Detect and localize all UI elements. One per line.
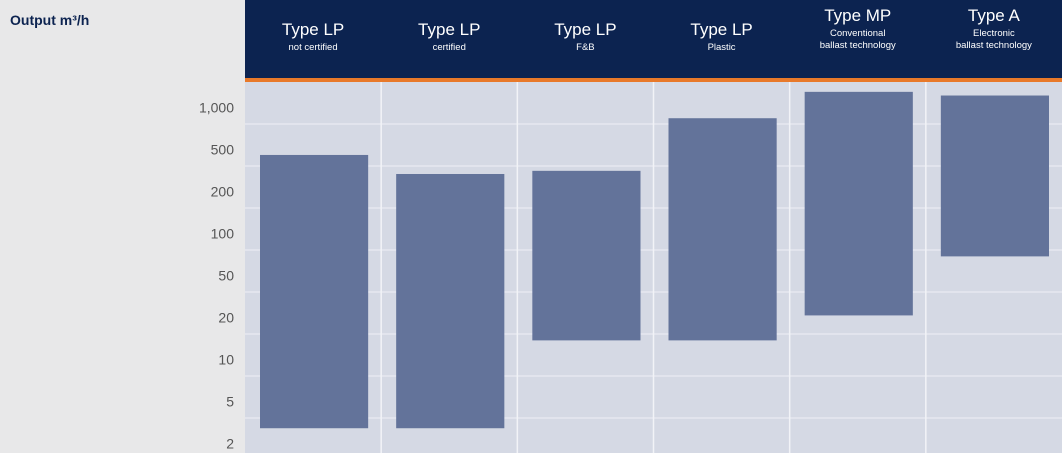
column-subtitle-line: certified: [432, 42, 466, 53]
column-title: Type A: [967, 6, 1020, 25]
column-subtitle-line: F&B: [576, 42, 595, 53]
y-tick-label: 5: [226, 394, 234, 410]
column-header: Type LP certified: [381, 0, 517, 78]
column-subtitle: certified: [381, 42, 517, 54]
column-title: Type LP: [554, 20, 617, 39]
y-tick-label: 1,000: [199, 100, 234, 116]
column-subtitle: Conventional ballast technology: [790, 28, 926, 52]
range-bar: [532, 170, 641, 341]
range-bar: [940, 95, 1049, 257]
column-header: Type A Electronic ballast technology: [926, 0, 1062, 78]
column-subtitle: not certified: [245, 42, 381, 54]
column-title: Type LP: [418, 20, 481, 39]
column-title: Type MP: [824, 6, 892, 25]
y-tick-label: 50: [218, 268, 234, 284]
column-title: Type LP: [281, 20, 345, 39]
column-subtitle-line: Plastic: [707, 42, 736, 53]
y-tick-label: 2: [226, 436, 234, 452]
column-header: Type LP Plastic: [654, 0, 790, 78]
header-accent: [245, 78, 1062, 82]
range-bar: [668, 118, 777, 341]
y-tick-label: 200: [211, 184, 235, 200]
header-background: [245, 0, 1062, 78]
column-subtitle-line: ballast technology: [819, 40, 896, 51]
column-subtitle: F&B: [517, 42, 653, 54]
column-subtitle-line: Electronic: [973, 28, 1015, 39]
y-tick-label: 10: [218, 352, 234, 368]
y-tick-label: 500: [211, 142, 235, 158]
column-header: Type MP Conventional ballast technology: [790, 0, 926, 78]
column-title: Type LP: [690, 20, 753, 39]
range-bar: [396, 173, 505, 429]
column-subtitle: Plastic: [654, 42, 790, 54]
y-tick-label: 20: [218, 310, 234, 326]
column-subtitle: Electronic ballast technology: [926, 28, 1062, 52]
y-tick-label: 100: [211, 226, 235, 242]
column-subtitle-line: ballast technology: [955, 40, 1032, 51]
column-subtitle-line: not certified: [288, 42, 338, 53]
y-axis-title: Output m³/h: [10, 12, 90, 28]
range-bar: [804, 91, 913, 316]
column-header: Type LP not certified: [245, 0, 381, 78]
column-header: Type LP F&B: [517, 0, 653, 78]
range-bar: [260, 154, 369, 429]
column-subtitle-line: Conventional: [830, 28, 886, 39]
